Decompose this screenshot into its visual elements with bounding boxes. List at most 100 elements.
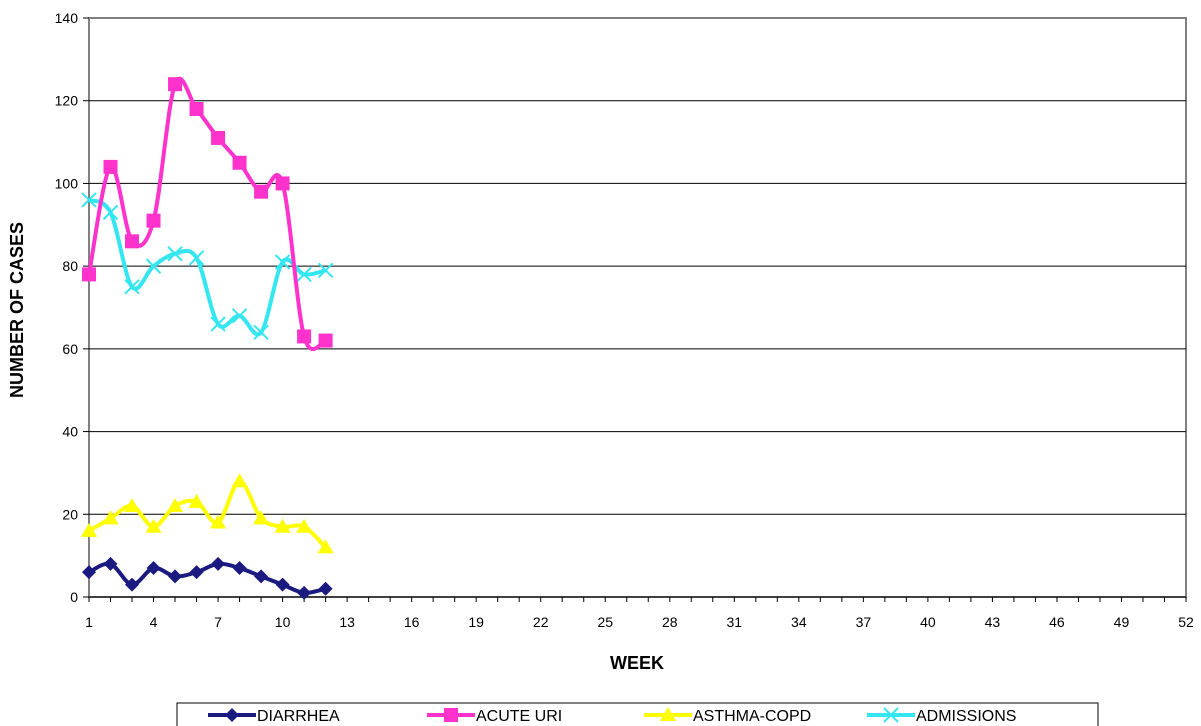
x-tick-label-10: 10 [275,614,291,630]
point-admissions-2 [102,204,119,221]
point-acute-uri-9 [254,184,269,199]
x-tick-label-7: 7 [214,614,222,630]
point-acute-uri-5 [168,77,183,92]
x-tick-label-49: 49 [1114,614,1130,630]
point-diarrhea-11 [297,585,312,600]
point-admissions-5 [167,246,183,262]
x-tick-label-19: 19 [468,614,484,630]
point-asthma-copd-7 [210,514,227,529]
point-diarrhea-10 [275,577,290,592]
legend-item-acute-uri: ACUTE URI [427,708,562,725]
series-acute-uri [82,76,333,351]
series-admissions [81,192,334,341]
point-admissions-1 [81,192,97,208]
legend-box [176,702,1099,726]
point-diarrhea-8 [232,561,247,576]
legend-marker-diarrhea [225,708,239,722]
legend-marker-asthma-copd [660,707,676,721]
point-diarrhea-3 [125,577,140,592]
x-tick-label-16: 16 [404,614,420,630]
point-asthma-copd-8 [231,473,248,488]
x-axis-title: WEEK [610,653,664,673]
series-lines [81,76,334,600]
y-tick-label-120: 120 [55,93,79,109]
point-acute-uri-2 [103,159,118,174]
point-diarrhea-2 [103,556,118,571]
point-diarrhea-9 [254,569,269,584]
y-tick-label-80: 80 [62,258,78,274]
point-admissions-10 [274,254,291,270]
point-acute-uri-3 [125,234,140,249]
point-asthma-copd-11 [296,518,313,533]
point-asthma-copd-1 [81,522,97,537]
legend-marker-admissions [883,707,899,723]
point-admissions-11 [296,266,312,283]
point-asthma-copd-9 [253,510,270,525]
point-diarrhea-4 [146,561,161,576]
series-asthma-copd [81,473,334,554]
x-tick-label-31: 31 [727,614,743,630]
y-tick-label-100: 100 [55,175,79,191]
point-asthma-copd-12 [317,539,334,554]
point-acute-uri-11 [297,329,312,344]
x-tick-label-40: 40 [920,614,936,630]
x-tick-label-34: 34 [791,614,807,630]
plot-area [88,17,1187,598]
legend-item-diarrhea: DIARRHEA [208,708,340,725]
point-acute-uri-10 [275,176,290,191]
series-diarrhea [82,556,333,600]
y-tick-label-40: 40 [62,424,78,440]
x-tick-label-52: 52 [1178,614,1194,630]
point-admissions-4 [145,258,162,274]
point-asthma-copd-6 [188,493,205,508]
x-axis-ticks: 1 4 7 10 13 16 19 22 25 28 31 34 37 40 43 46 49 52 [85,596,1194,630]
point-diarrhea-6 [189,565,204,580]
y-tick-label-140: 140 [55,10,79,26]
x-tick-label-4: 4 [150,614,158,630]
y-tick-label-0: 0 [70,589,78,605]
point-asthma-copd-2 [102,510,119,525]
point-acute-uri-6 [189,101,204,116]
point-acute-uri-8 [232,155,247,170]
x-tick-label-25: 25 [597,614,613,630]
point-diarrhea-7 [211,556,226,571]
point-diarrhea-5 [168,569,183,584]
point-asthma-copd-10 [274,518,291,533]
y-tick-label-20: 20 [62,506,78,522]
point-admissions-8 [231,308,248,324]
legend-label-asthma-copd: ASTHMA-COPD [693,708,811,725]
legend-item-admissions: ADMISSIONS [867,707,1016,725]
point-admissions-3 [124,279,140,295]
y-tick-label-60: 60 [62,341,78,357]
point-admissions-9 [253,324,269,341]
legend-marker-acute-uri [444,708,458,722]
series-line-acute-uri [87,76,327,351]
point-asthma-copd-4 [145,518,162,533]
x-tick-label-37: 37 [856,614,872,630]
point-admissions-6 [188,250,205,266]
point-asthma-copd-5 [167,498,184,513]
point-diarrhea-12 [318,581,333,596]
point-acute-uri-4 [146,213,161,228]
x-tick-label-46: 46 [1049,614,1065,630]
legend-label-acute-uri: ACUTE URI [476,708,562,725]
x-tick-label-22: 22 [533,614,549,630]
legend-label-admissions: ADMISSIONS [916,708,1016,725]
y-axis-title: NUMBER OF CASES [7,222,27,398]
point-acute-uri-1 [82,267,96,282]
point-admissions-7 [210,316,226,332]
y-axis-ticks: 0 20 40 60 80 100 120 140 [55,10,89,605]
point-acute-uri-7 [211,130,226,145]
x-tick-label-13: 13 [339,614,355,630]
x-tick-label-43: 43 [985,614,1001,630]
x-tick-label-28: 28 [662,614,678,630]
legend-item-asthma-copd: ASTHMA-COPD [644,707,811,725]
point-admissions-12 [317,262,334,278]
legend: DIARRHEA ACUTE URI ASTHMA-COPD ADMISSIONS [176,702,1099,726]
point-asthma-copd-3 [124,498,141,513]
legend-label-diarrhea: DIARRHEA [257,708,340,725]
point-acute-uri-12 [318,333,333,348]
x-tick-label-1: 1 [85,614,93,630]
point-diarrhea-1 [82,565,96,580]
